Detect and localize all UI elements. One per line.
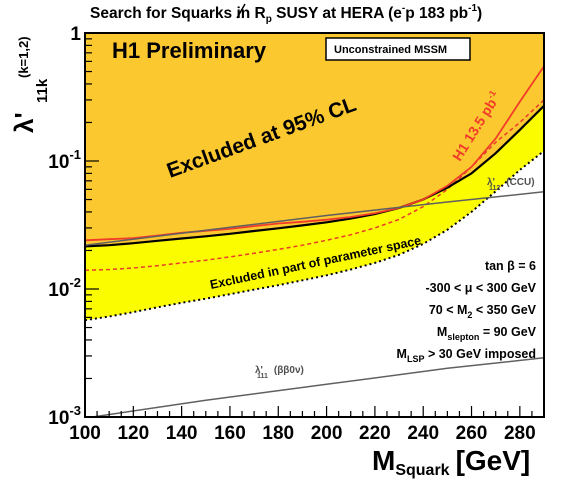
unconstrained-mssm-label: Unconstrained MSSM [334,44,447,56]
y-axis-subscript: 11k [34,78,51,103]
rp-symbol: R [255,5,266,22]
param-line: Mslepton = 90 GeV [437,325,537,342]
y-axis-title: λ' [9,112,39,133]
x-tick-label: 280 [504,423,536,444]
lambda112-label: λ' 112(CCU) [487,177,535,192]
lower-exclusion-dashed-curve [85,150,544,322]
x-tick-label: 200 [311,423,343,444]
x-tick-label: 180 [262,423,294,444]
param-line: 70 < M2 < 350 GeV [429,303,537,320]
x-axis-ticks: 100 120 140 160 180 200 220 240 260 280 [69,406,545,444]
unconstrained-exclusion-curve [85,105,544,248]
x-tick-label: 260 [456,423,488,444]
y-tick-label: 10-1 [48,147,81,173]
x-axis-title: MSquark [GeV] [372,445,530,479]
y-axis-extra: (k=1,2) [16,36,31,78]
lambda112-ccu-curve [85,191,544,246]
x-tick-label: 100 [69,423,101,444]
param-line: MLSP > 30 GeV imposed [397,347,536,364]
x-tick-label: 240 [407,423,439,444]
h1-preliminary-label: H1 Preliminary [112,38,267,63]
x-tick-label: 140 [166,423,198,444]
lambda111-bb0v-curve [87,357,544,417]
x-tick-label: 120 [117,423,149,444]
y-axis-ticks: 1 10-1 10-2 10-3 [48,24,99,429]
x-tick-label: 220 [359,423,391,444]
lambda111-label: λ' 111(ββ0ν) [255,365,304,380]
y-tick-label: 1 [70,24,81,45]
chart-title: Search for Squarks in Rp SUSY at HERA (e… [90,3,482,25]
y-tick-label: 10-2 [48,275,81,301]
param-line: tan β = 6 [485,259,536,273]
red-dashed-curve [85,99,544,272]
y-tick-label: 10-3 [48,403,81,429]
unconstrained-mssm-box [325,37,471,61]
excluded-partial-region [85,105,544,321]
parameter-list: tan β = 6 -300 < μ < 300 GeV 70 < M2 < 350… [397,259,537,364]
param-line: -300 < μ < 300 GeV [426,281,537,295]
x-tick-label: 160 [214,423,246,444]
excluded-95-region [85,33,544,247]
rp-slash [236,3,246,19]
